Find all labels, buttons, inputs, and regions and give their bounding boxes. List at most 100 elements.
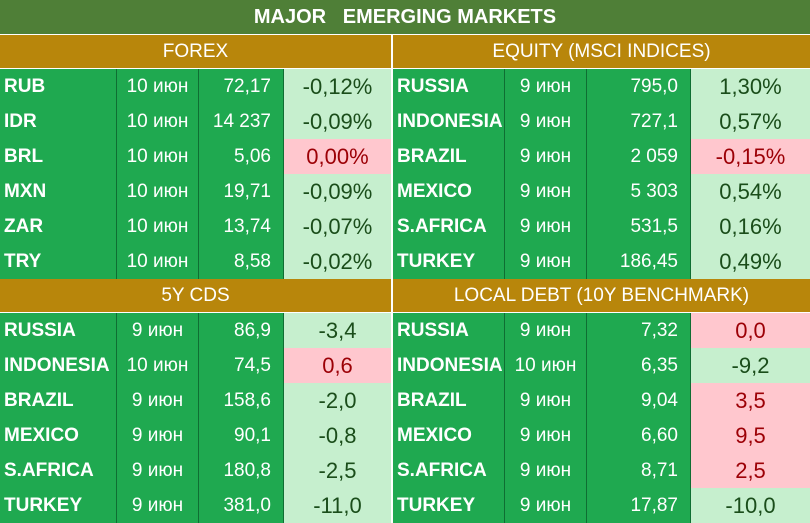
cell-date: 9 июн bbox=[117, 418, 199, 453]
cell-date: 10 июн bbox=[505, 348, 587, 383]
cell-value: 8,71 bbox=[587, 453, 691, 488]
cell-value: 72,17 bbox=[199, 69, 284, 104]
cell-value: 186,45 bbox=[587, 244, 691, 279]
cell-name: BRAZIL bbox=[393, 383, 505, 418]
cell-date: 10 июн bbox=[117, 348, 199, 383]
cell-value: 180,8 bbox=[199, 453, 284, 488]
cell-value: 19,71 bbox=[199, 174, 284, 209]
table-row: IDR 10 июн 14 237 -0,09% bbox=[0, 104, 391, 139]
cell-date: 10 июн bbox=[117, 209, 199, 244]
cell-value: 90,1 bbox=[199, 418, 284, 453]
section-header-local-debt: LOCAL DEBT (10Y BENCHMARK) bbox=[393, 279, 810, 313]
cell-date: 9 июн bbox=[117, 488, 199, 523]
cell-change: 0,16% bbox=[691, 209, 810, 244]
cell-name: S.AFRICA bbox=[393, 453, 505, 488]
table-row: TURKEY 9 июн 381,0 -11,0 bbox=[0, 488, 391, 523]
cell-value: 158,6 bbox=[199, 383, 284, 418]
table-row: BRAZIL 9 июн 2 059 -0,15% bbox=[393, 139, 810, 174]
table-row: MEXICO 9 июн 5 303 0,54% bbox=[393, 174, 810, 209]
table-row: ZAR 10 июн 13,74 -0,07% bbox=[0, 209, 391, 244]
cell-change: 1,30% bbox=[691, 69, 810, 104]
table-row: MEXICO 9 июн 6,60 9,5 bbox=[393, 418, 810, 453]
cell-change: -0,09% bbox=[284, 174, 391, 209]
cell-date: 10 июн bbox=[117, 244, 199, 279]
cell-value: 14 237 bbox=[199, 104, 284, 139]
cell-name: INDONESIA bbox=[0, 348, 117, 383]
cell-name: S.AFRICA bbox=[393, 209, 505, 244]
forex-table: RUB 10 июн 72,17 -0,12% IDR 10 июн 14 237 -0,09… bbox=[0, 69, 391, 279]
cell-name: TURKEY bbox=[393, 244, 505, 279]
table-row: MXN 10 июн 19,71 -0,09% bbox=[0, 174, 391, 209]
cell-name: S.AFRICA bbox=[0, 453, 117, 488]
cell-value: 2 059 bbox=[587, 139, 691, 174]
cell-value: 74,5 bbox=[199, 348, 284, 383]
cell-value: 7,32 bbox=[587, 313, 691, 348]
cell-date: 10 июн bbox=[117, 104, 199, 139]
cell-name: MXN bbox=[0, 174, 117, 209]
cell-change: -3,4 bbox=[284, 313, 391, 348]
table-row: BRAZIL 9 июн 158,6 -2,0 bbox=[0, 383, 391, 418]
sheet-title: MAJOR EMERGING MARKETS bbox=[0, 0, 810, 35]
table-row: TURKEY 9 июн 186,45 0,49% bbox=[393, 244, 810, 279]
cell-name: RUSSIA bbox=[393, 313, 505, 348]
cell-change: -2,5 bbox=[284, 453, 391, 488]
cell-date: 9 июн bbox=[505, 383, 587, 418]
table-row: MEXICO 9 июн 90,1 -0,8 bbox=[0, 418, 391, 453]
cell-change: -9,2 bbox=[691, 348, 810, 383]
cell-name: BRAZIL bbox=[0, 383, 117, 418]
table-row: S.AFRICA 9 июн 531,5 0,16% bbox=[393, 209, 810, 244]
cell-value: 727,1 bbox=[587, 104, 691, 139]
cell-name: RUSSIA bbox=[0, 313, 117, 348]
cell-change: 2,5 bbox=[691, 453, 810, 488]
cds-table: RUSSIA 9 июн 86,9 -3,4 INDONESIA 10 июн 74,5 0,… bbox=[0, 313, 391, 523]
cell-date: 9 июн bbox=[505, 313, 587, 348]
table-row: TURKEY 9 июн 17,87 -10,0 bbox=[393, 488, 810, 523]
table-row: BRL 10 июн 5,06 0,00% bbox=[0, 139, 391, 174]
cell-date: 9 июн bbox=[505, 418, 587, 453]
cell-change: 0,57% bbox=[691, 104, 810, 139]
cell-name: MEXICO bbox=[0, 418, 117, 453]
cell-name: RUB bbox=[0, 69, 117, 104]
cell-value: 17,87 bbox=[587, 488, 691, 523]
cell-date: 9 июн bbox=[117, 383, 199, 418]
table-row: INDONESIA 9 июн 727,1 0,57% bbox=[393, 104, 810, 139]
cell-name: TRY bbox=[0, 244, 117, 279]
cell-name: INDONESIA bbox=[393, 104, 505, 139]
table-row: S.AFRICA 9 июн 8,71 2,5 bbox=[393, 453, 810, 488]
cell-value: 5,06 bbox=[199, 139, 284, 174]
table-row: RUB 10 июн 72,17 -0,12% bbox=[0, 69, 391, 104]
cell-name: BRL bbox=[0, 139, 117, 174]
cell-value: 6,35 bbox=[587, 348, 691, 383]
table-row: RUSSIA 9 июн 86,9 -3,4 bbox=[0, 313, 391, 348]
cell-value: 531,5 bbox=[587, 209, 691, 244]
cell-date: 9 июн bbox=[505, 174, 587, 209]
table-row: S.AFRICA 9 июн 180,8 -2,5 bbox=[0, 453, 391, 488]
cell-name: RUSSIA bbox=[393, 69, 505, 104]
cell-change: 0,0 bbox=[691, 313, 810, 348]
cell-date: 10 июн bbox=[117, 139, 199, 174]
cell-change: 9,5 bbox=[691, 418, 810, 453]
cell-change: -0,15% bbox=[691, 139, 810, 174]
cell-name: ZAR bbox=[0, 209, 117, 244]
cell-change: 0,6 bbox=[284, 348, 391, 383]
cell-value: 13,74 bbox=[199, 209, 284, 244]
cell-date: 9 июн bbox=[505, 139, 587, 174]
local-debt-table: RUSSIA 9 июн 7,32 0,0 INDONESIA 10 июн 6,35 -9,… bbox=[393, 313, 810, 523]
cell-value: 795,0 bbox=[587, 69, 691, 104]
cell-name: MEXICO bbox=[393, 174, 505, 209]
section-header-equity: EQUITY (MSCI INDICES) bbox=[393, 35, 810, 69]
cell-change: -2,0 bbox=[284, 383, 391, 418]
equity-table: RUSSIA 9 июн 795,0 1,30% INDONESIA 9 июн 727,1… bbox=[393, 69, 810, 279]
cell-date: 10 июн bbox=[117, 174, 199, 209]
cell-change: -10,0 bbox=[691, 488, 810, 523]
table-row: INDONESIA 10 июн 6,35 -9,2 bbox=[393, 348, 810, 383]
table-row: BRAZIL 9 июн 9,04 3,5 bbox=[393, 383, 810, 418]
table-row: INDONESIA 10 июн 74,5 0,6 bbox=[0, 348, 391, 383]
cell-value: 8,58 bbox=[199, 244, 284, 279]
cell-date: 9 июн bbox=[505, 453, 587, 488]
cell-change: 0,49% bbox=[691, 244, 810, 279]
table-row: RUSSIA 9 июн 7,32 0,0 bbox=[393, 313, 810, 348]
cell-value: 381,0 bbox=[199, 488, 284, 523]
cell-change: 3,5 bbox=[691, 383, 810, 418]
